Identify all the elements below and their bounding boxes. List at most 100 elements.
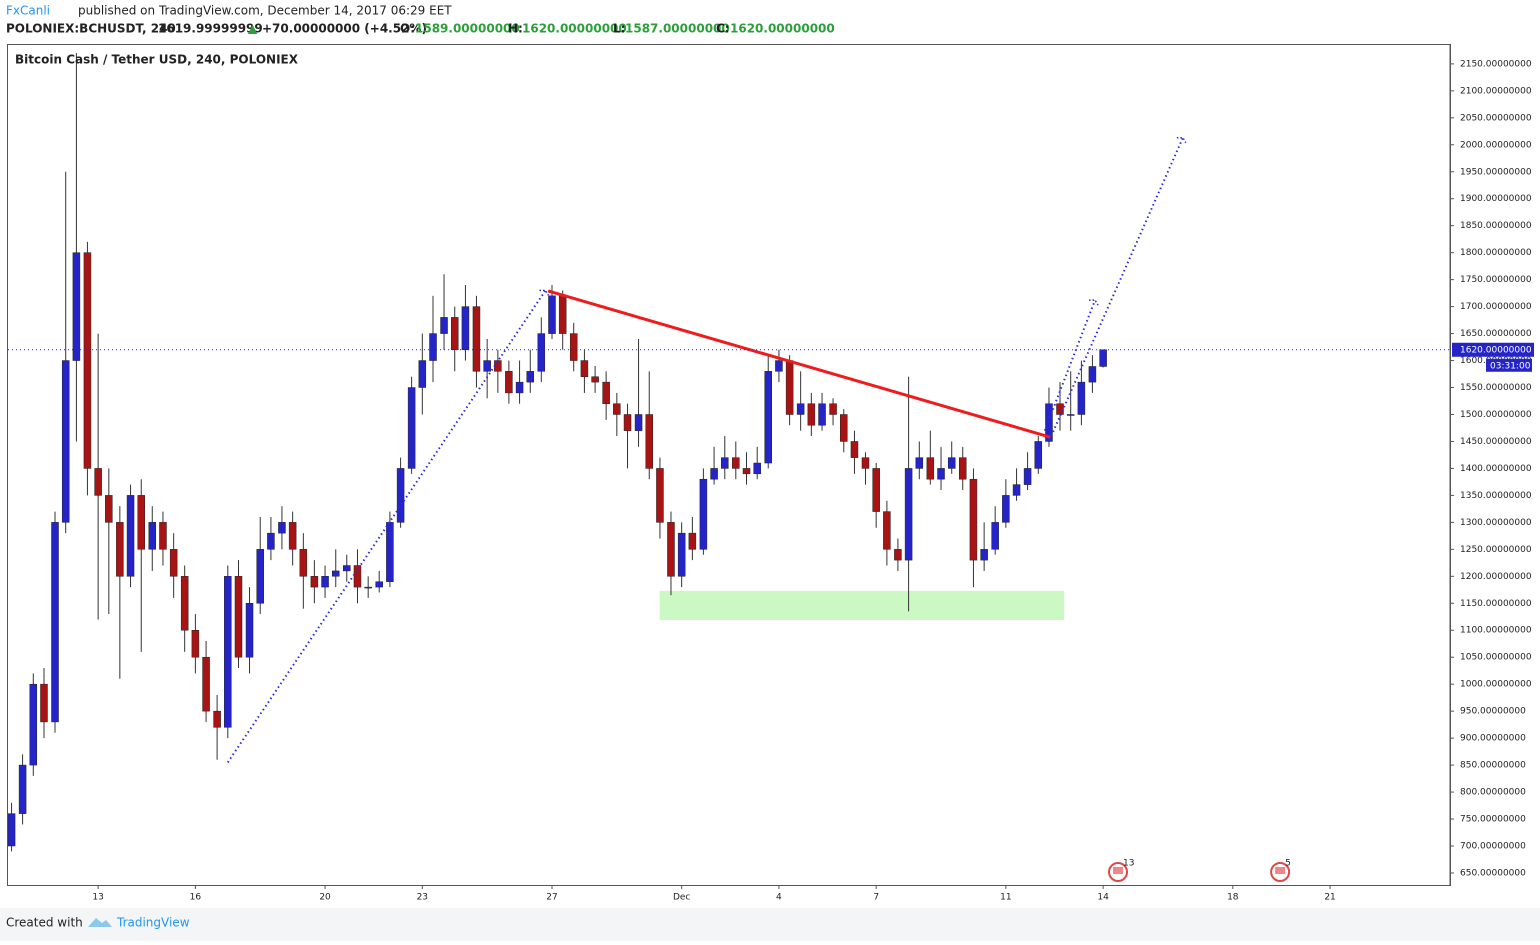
candle-body	[202, 656, 210, 712]
symbol-row: POLONIEX:BCHUSDT, 240 1619.99999999 ▲ +7…	[6, 22, 835, 36]
candle-body	[537, 333, 546, 372]
candle-body	[332, 570, 340, 577]
candle-body	[807, 403, 816, 426]
author[interactable]: FxCanli	[6, 4, 50, 18]
candle-body	[904, 468, 913, 561]
x-tick-label: 13	[92, 893, 103, 903]
y-tick-label: 850.00000000	[1460, 761, 1526, 771]
candle-body	[396, 468, 405, 523]
candle-body	[688, 532, 697, 550]
candle-body	[94, 468, 102, 496]
candle-body	[386, 522, 394, 582]
y-tick-label: 1300.00000000	[1460, 518, 1532, 528]
o-label: O:	[400, 22, 415, 36]
candle-body	[191, 629, 200, 658]
candle-body	[580, 360, 589, 377]
candle-body	[861, 457, 870, 469]
candle-body	[126, 495, 135, 577]
y-tick-label: 1500.00000000	[1460, 410, 1532, 420]
candle-body	[958, 457, 967, 480]
created-with: Created with	[6, 916, 83, 930]
h-value: 1620.00000000	[522, 22, 627, 36]
candle-body	[613, 403, 621, 415]
candle-body	[602, 381, 610, 404]
candle-body	[353, 565, 362, 588]
l-value: 1587.00000000	[625, 22, 730, 36]
y-tick-label: 2150.00000000	[1460, 59, 1532, 69]
candle-body	[699, 478, 708, 550]
last-price-box	[1452, 342, 1534, 357]
candle-body	[850, 441, 859, 458]
candle-body	[418, 360, 427, 388]
brand[interactable]: TradingView	[116, 916, 190, 930]
event-label: 13	[1123, 859, 1134, 869]
y-tick-label: 750.00000000	[1460, 815, 1526, 825]
candle-body	[796, 403, 805, 415]
y-tick-label: 950.00000000	[1460, 707, 1526, 717]
x-tick-label: 16	[190, 893, 202, 903]
footer-bg	[0, 908, 1540, 941]
candle-body	[8, 813, 16, 847]
candle-body	[278, 522, 286, 534]
candle-body	[440, 317, 448, 334]
candle-body	[753, 462, 761, 475]
candle-body	[623, 414, 632, 431]
projection	[1043, 299, 1096, 432]
candle-body	[991, 522, 999, 550]
event-label: 5	[1285, 859, 1291, 869]
h-label: H:	[508, 22, 523, 36]
y-tick-label: 1400.00000000	[1460, 464, 1532, 474]
x-tick-label: 4	[776, 893, 782, 903]
candle-body	[872, 468, 880, 512]
y-tick-label: 1700.00000000	[1460, 302, 1532, 312]
candle-body	[180, 576, 189, 631]
candle-body	[105, 495, 113, 523]
countdown-box	[1486, 358, 1532, 372]
projection-arrow	[539, 289, 550, 296]
y-tick-label: 1150.00000000	[1460, 599, 1532, 609]
x-tick-label: 11	[1000, 893, 1011, 903]
candle-body	[721, 457, 729, 469]
x-tick-label: 27	[546, 893, 557, 903]
candle-body	[634, 414, 643, 431]
candle-body	[645, 414, 653, 469]
support-zone	[659, 590, 1065, 620]
candle-body	[969, 478, 978, 561]
candle-body	[937, 468, 945, 480]
candle-body	[558, 295, 567, 334]
candle-body	[450, 317, 459, 351]
candle-body	[148, 522, 157, 550]
y-tick-label: 1950.00000000	[1460, 167, 1532, 177]
published: published on TradingView.com, December 1…	[78, 4, 452, 18]
y-tick-label: 2050.00000000	[1460, 113, 1532, 123]
candle-body	[83, 252, 92, 469]
chart-title: Bitcoin Cash / Tether USD, 240, POLONIEX	[15, 53, 299, 67]
candle-body	[1077, 381, 1086, 415]
candle-body	[169, 549, 178, 577]
change: +70.00000000 (+4.52%)	[262, 22, 427, 36]
candle-body	[483, 360, 491, 372]
candle-body	[947, 457, 956, 469]
candle-body	[883, 511, 891, 550]
candle-body	[667, 522, 675, 577]
candle-body	[288, 522, 297, 550]
candle-body	[829, 403, 837, 415]
candle-body	[116, 522, 124, 577]
brand-logo	[88, 918, 112, 927]
candle-body	[224, 576, 232, 728]
y-tick-label: 1800.00000000	[1460, 248, 1532, 258]
candle-body	[61, 360, 70, 523]
x-tick-label: 18	[1227, 893, 1239, 903]
candle-body	[1023, 468, 1032, 485]
candle-body	[321, 576, 329, 588]
y-tick-label: 1900.00000000	[1460, 194, 1532, 204]
candle-body	[159, 522, 167, 550]
candle-body	[29, 683, 38, 766]
y-tick-label: 800.00000000	[1460, 788, 1526, 798]
price: 1619.99999999	[158, 22, 263, 36]
candle-body	[775, 360, 783, 372]
y-tick-label: 1350.00000000	[1460, 491, 1532, 501]
l-label: L:	[613, 22, 625, 36]
candle-body	[526, 371, 535, 383]
candle-body	[677, 532, 686, 577]
